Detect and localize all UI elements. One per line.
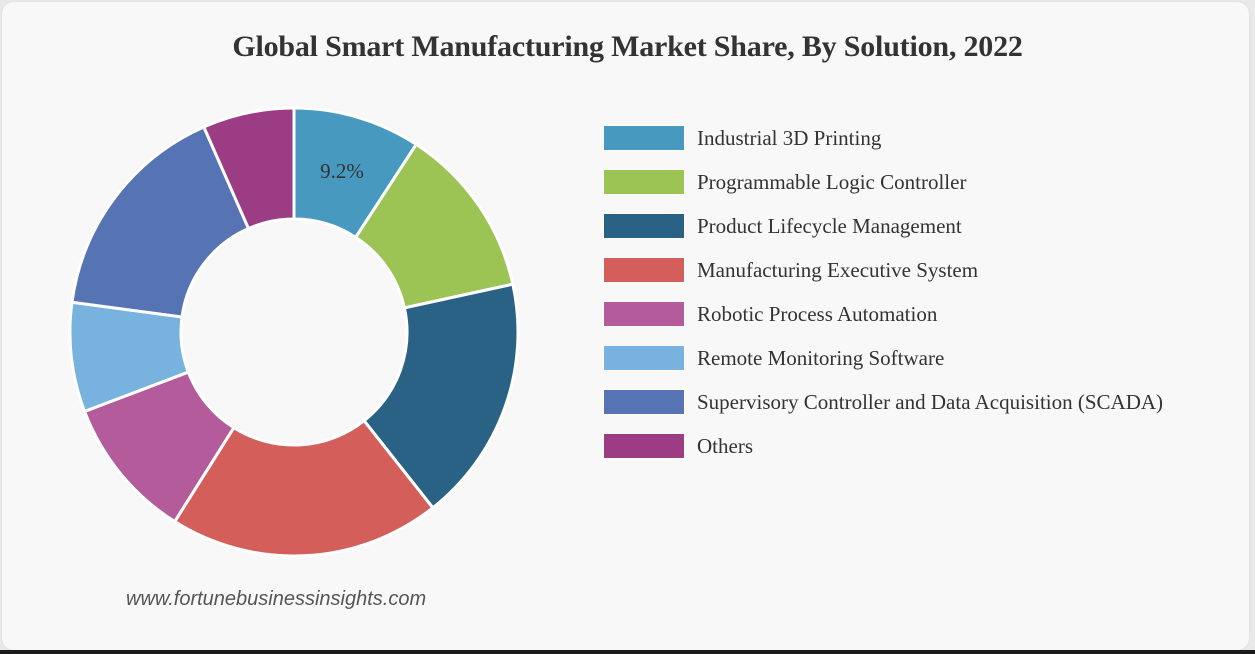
- legend-item-scada[interactable]: Supervisory Controller and Data Acquisit…: [603, 388, 1163, 416]
- legend-swatch: [603, 345, 685, 371]
- legend-swatch: [603, 301, 685, 327]
- legend-item-manufacturing-executive-system[interactable]: Manufacturing Executive System: [603, 256, 978, 284]
- legend-item-remote-monitoring-software[interactable]: Remote Monitoring Software: [603, 344, 944, 372]
- legend-swatch: [603, 213, 685, 239]
- legend-item-product-lifecycle-management[interactable]: Product Lifecycle Management: [603, 212, 962, 240]
- legend-label: Product Lifecycle Management: [697, 213, 962, 238]
- legend-swatch: [603, 433, 685, 459]
- legend-item-programmable-logic-controller[interactable]: Programmable Logic Controller: [603, 168, 966, 196]
- legend-item-industrial-3d-printing[interactable]: Industrial 3D Printing: [603, 124, 881, 152]
- legend-label: Supervisory Controller and Data Acquisit…: [697, 389, 1164, 414]
- legend-item-robotic-process-automation[interactable]: Robotic Process Automation: [603, 300, 937, 328]
- legend-swatch: [603, 169, 685, 195]
- legend-label: Industrial 3D Printing: [697, 125, 882, 150]
- bottom-bar: [0, 650, 1255, 654]
- legend-label: Others: [697, 433, 753, 458]
- legend-label: Robotic Process Automation: [697, 301, 938, 326]
- donut-slice-others[interactable]: [201, 106, 296, 231]
- legend-label: Remote Monitoring Software: [697, 345, 945, 370]
- donut-slice-manufacturing-executive-system[interactable]: [172, 418, 435, 558]
- legend-swatch: [603, 257, 685, 283]
- donut-slice-supervisory-controller-and-data-acquisition-scada[interactable]: [70, 124, 251, 319]
- legend-label: Manufacturing Executive System: [697, 257, 979, 282]
- legend-item-others[interactable]: Others: [603, 432, 753, 460]
- watermark: www.fortunebusinessinsights.com: [126, 588, 427, 610]
- chart-title: Global Smart Manufacturing Market Share,…: [232, 30, 1023, 63]
- slice-data-label: 9.2%: [320, 159, 364, 183]
- legend-swatch: [603, 125, 685, 151]
- donut-slice-product-lifecycle-management[interactable]: [361, 282, 520, 510]
- legend-swatch: [603, 389, 685, 415]
- donut-chart: 9.2%: [68, 106, 520, 558]
- legend-label: Programmable Logic Controller: [697, 169, 967, 194]
